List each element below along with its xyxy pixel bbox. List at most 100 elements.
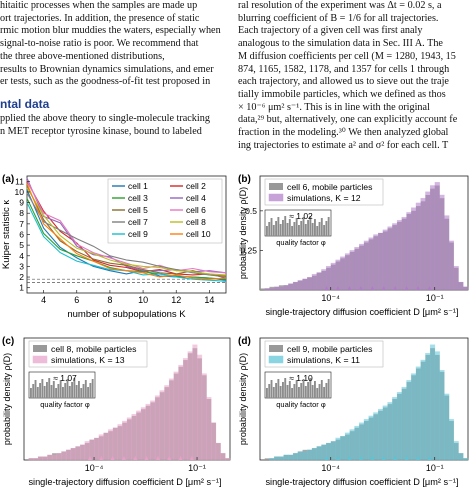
sim-bar	[411, 207, 417, 291]
sim-bar	[340, 256, 346, 291]
sim-bar	[159, 390, 165, 461]
right-line: tially immobile particles, which we defi…	[238, 88, 446, 100]
inset-bar	[293, 222, 296, 236]
series-line	[26, 185, 227, 277]
sim-bar	[51, 454, 57, 461]
inset-plot: ≈ 1.02 quality factor φ	[264, 209, 332, 247]
legend-swatch	[268, 193, 284, 202]
sim-bar	[401, 386, 407, 461]
right-line: each trajectory, and allowed us to sieve…	[238, 76, 449, 88]
sim-bar	[283, 285, 289, 291]
inset-bar	[293, 384, 296, 398]
subpopulation-marker	[427, 456, 432, 460]
x-axis-label: single-trajectory diffusion coefficient …	[265, 307, 458, 317]
sim-bar	[420, 359, 426, 461]
legend-entry: cell 9	[128, 229, 148, 239]
inset-bar	[295, 380, 298, 398]
inset-bar	[75, 385, 78, 398]
sim-bar	[302, 451, 308, 461]
right-line: data,²⁹ but, alternatively, one can expl…	[238, 114, 458, 126]
subpopulation-marker	[381, 456, 386, 460]
x-tick-label: 10⁻⁴	[321, 293, 340, 303]
sim-bar	[136, 410, 142, 461]
sim-bar	[292, 281, 299, 291]
inset-bar	[286, 223, 289, 236]
sim-bar	[220, 453, 226, 461]
legend-entry: cell 6	[186, 205, 206, 215]
inset-bar	[71, 382, 74, 398]
y-axis-label: Kuiper statistic κ	[1, 200, 12, 269]
sim-bar	[354, 247, 360, 291]
inset-bar	[272, 225, 275, 236]
left-line: hitaitic processes when the samples are …	[0, 0, 198, 11]
sim-bar	[330, 441, 336, 461]
sim-bar	[439, 194, 445, 291]
sim-bar	[75, 446, 81, 461]
inset-bar	[277, 217, 280, 236]
inset-bar	[318, 222, 321, 236]
sim-bar	[225, 458, 231, 461]
inset-bar	[295, 218, 298, 236]
subpopulation-marker	[178, 456, 183, 460]
panel-c-histogram: 10⁻⁴ 10⁻¹ single-trajectory diffusion coef…	[2, 336, 231, 487]
sim-bar	[108, 429, 114, 461]
sim-bar	[211, 422, 217, 461]
subpopulation-marker	[324, 456, 329, 460]
legend-entry: cell 9, mobile particles	[287, 344, 373, 354]
sim-bar	[273, 286, 280, 291]
left-line: ort trajectories. In addition, the prese…	[0, 12, 200, 24]
legend: cell 1 cell 2 cell 3 cell 4 cell 5 cell 6 cell…	[107, 178, 223, 244]
sim-bar	[325, 266, 332, 291]
series-line	[26, 192, 227, 278]
left2-line: pplied the above theory to single-molecu…	[0, 113, 210, 124]
sim-bar	[79, 444, 86, 461]
subpopulation-marker	[381, 286, 386, 290]
sim-bar	[117, 424, 123, 461]
sim-bar	[396, 220, 403, 291]
sim-bar	[103, 432, 109, 461]
sim-bar	[178, 364, 184, 461]
x-tick-label: 10⁻⁴	[85, 463, 104, 473]
inset-bar	[318, 384, 321, 398]
inset-bar	[323, 225, 326, 236]
legend-entry: simulations, K = 12	[287, 193, 361, 203]
inset-bar	[66, 379, 69, 398]
y-tick-label: 9	[19, 198, 24, 208]
sim-bar	[311, 273, 317, 291]
sim-bar	[201, 373, 207, 461]
y-tick-label: 8	[19, 208, 24, 218]
inset-bar	[55, 388, 58, 398]
inset-bar	[316, 226, 319, 236]
panel-label: (c)	[2, 336, 14, 347]
legend-entry: cell 8, mobile particles	[51, 344, 137, 354]
y-tick-label: 4	[19, 251, 24, 261]
sim-bar	[335, 259, 341, 291]
inset-bar	[270, 218, 273, 236]
sim-bar	[434, 182, 440, 291]
sim-bar	[344, 253, 351, 291]
sim-bar	[368, 415, 374, 461]
series-line	[26, 187, 227, 276]
inset-bar	[311, 385, 314, 398]
sim-bar	[387, 402, 393, 461]
sim-bar	[28, 458, 34, 461]
sim-bar	[458, 453, 464, 461]
legend-swatch	[33, 345, 47, 352]
inset-bar	[311, 223, 314, 236]
subpopulation-marker	[99, 456, 104, 460]
sim-bar	[363, 419, 369, 461]
subpopulation-marker	[358, 286, 363, 290]
legend-entry: simulations, K = 11	[287, 355, 360, 365]
sim-bar	[297, 451, 303, 461]
inset-bar	[282, 382, 284, 398]
sim-bar	[131, 414, 137, 461]
sim-bar	[37, 456, 43, 461]
inset-bar	[62, 387, 64, 398]
y-tick-label: 11	[15, 176, 24, 186]
sim-bar	[182, 358, 189, 461]
sim-bar	[112, 427, 118, 461]
sim-bar	[269, 458, 275, 461]
sim-bar	[401, 216, 407, 291]
inset-bar	[284, 216, 287, 236]
sim-bar	[33, 458, 39, 461]
